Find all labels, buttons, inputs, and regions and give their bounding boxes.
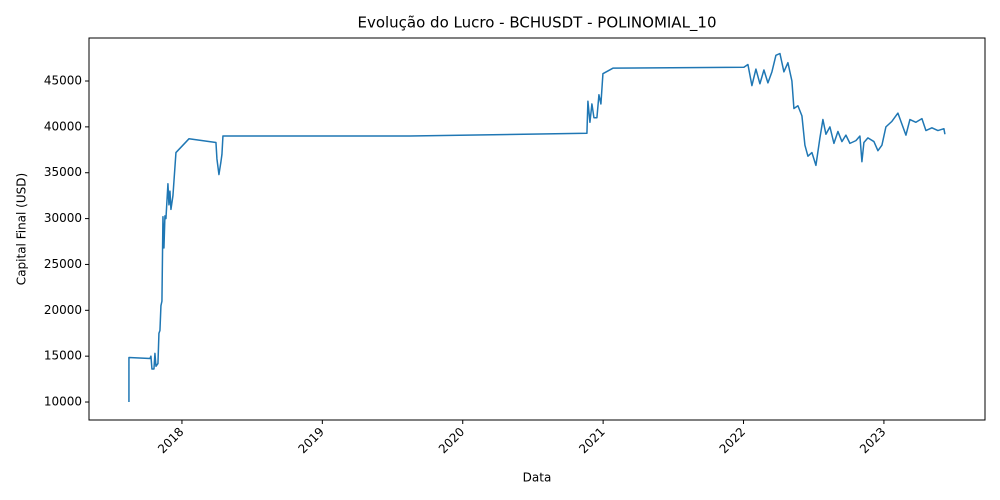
x-tick-label: 2019: [295, 425, 326, 456]
y-tick-label: 10000: [44, 395, 82, 409]
x-tick-label: 2021: [576, 425, 607, 456]
x-tick-label: 2022: [717, 425, 748, 456]
y-tick-label: 40000: [44, 119, 82, 133]
y-tick-label: 25000: [44, 257, 82, 271]
y-tick-label: 35000: [44, 165, 82, 179]
x-tick-label: 2020: [436, 425, 467, 456]
y-axis-label: Capital Final (USD): [15, 173, 29, 285]
y-tick-label: 30000: [44, 211, 82, 225]
y-tick-label: 15000: [44, 349, 82, 363]
data-line: [128, 52, 946, 403]
chart-title: Evolução do Lucro - BCHUSDT - POLINOMIAL…: [357, 14, 716, 33]
plot-frame: [88, 37, 986, 421]
x-tick-label: 2018: [155, 425, 186, 456]
x-tick-label: 2023: [857, 425, 888, 456]
y-tick-label: 20000: [44, 303, 82, 317]
x-axis-label: Data: [523, 471, 552, 485]
y-tick-label: 45000: [44, 74, 82, 88]
